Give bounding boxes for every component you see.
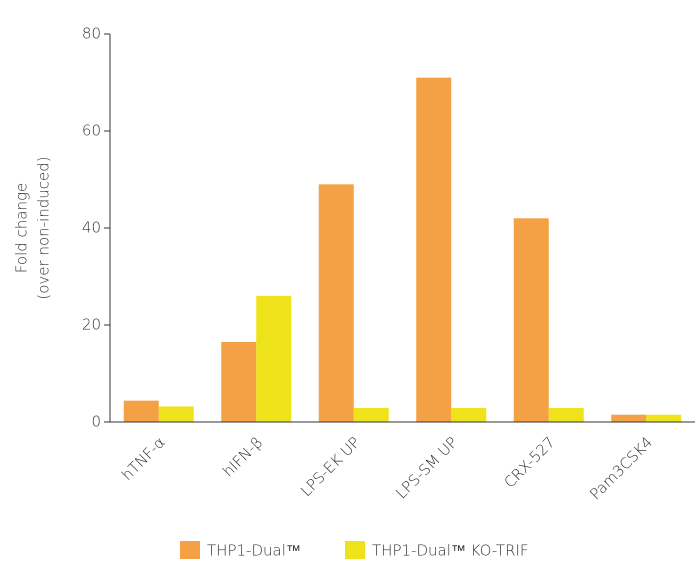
- x-tick-label: Pam3CSK4: [586, 433, 656, 503]
- y-axis-label: (over non-induced): [35, 156, 53, 299]
- bar: [513, 218, 549, 422]
- bar: [353, 407, 389, 422]
- bar: [221, 341, 257, 422]
- y-tick-label: 0: [91, 413, 101, 431]
- y-axis-label: Fold change: [13, 183, 31, 273]
- y-tick-label: 60: [82, 122, 101, 140]
- bar: [611, 414, 647, 422]
- x-tick-label: LPS-EK UP: [297, 433, 364, 500]
- x-tick-label: hIFN-β: [219, 433, 266, 480]
- bar: [548, 407, 584, 422]
- bar: [451, 407, 487, 422]
- x-tick-label: hTNF-α: [118, 433, 169, 484]
- bar: [416, 77, 452, 423]
- bar: [646, 414, 682, 422]
- bar: [318, 184, 354, 422]
- bar: [158, 406, 194, 422]
- y-tick-label: 20: [82, 316, 101, 334]
- bar: [123, 400, 159, 422]
- x-tick-label: LPS-SM UP: [392, 433, 461, 502]
- x-tick-label: CRX-527: [500, 433, 558, 491]
- bar: [256, 295, 292, 422]
- y-tick-label: 40: [82, 219, 101, 237]
- legend-swatch: [180, 541, 200, 559]
- legend-label: THP1-Dual™ KO-TRIF: [372, 542, 529, 560]
- legend-label: THP1-Dual™: [207, 542, 301, 560]
- legend-swatch: [345, 541, 365, 559]
- y-tick-label: 80: [82, 25, 101, 43]
